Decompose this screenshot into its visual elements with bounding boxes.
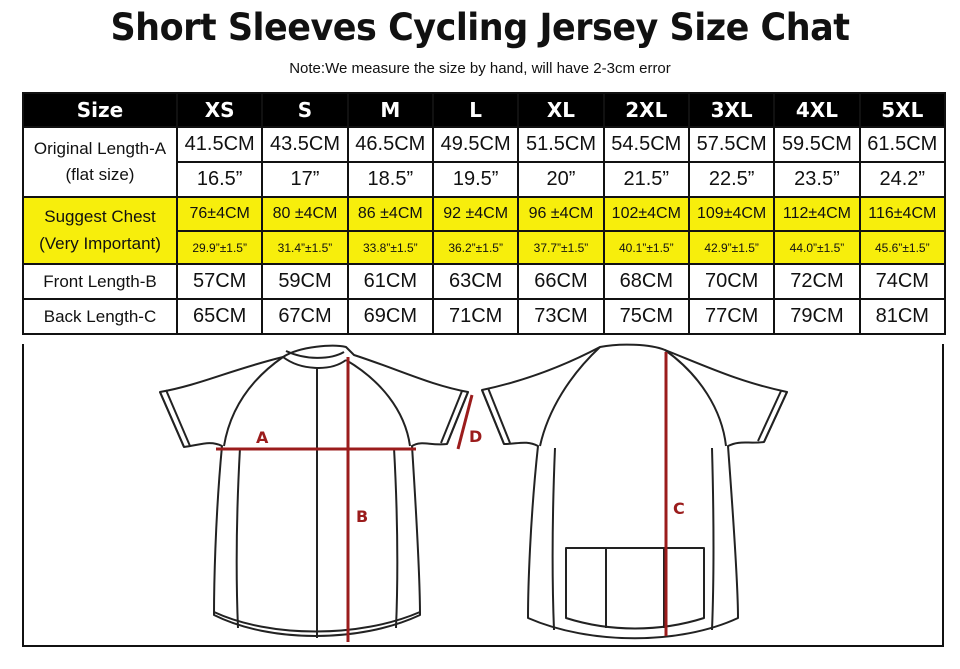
cell-original-length-inch: 16.5”	[175, 161, 264, 198]
cell-front-length: 74CM	[858, 263, 946, 300]
back-jersey-outline	[481, 343, 788, 640]
cell-original-length-inch: 18.5”	[346, 161, 434, 198]
cell-back-length: 75CM	[602, 298, 690, 335]
header-size-s: S	[261, 92, 349, 128]
row-label-front-length: Front Length-B	[22, 263, 178, 300]
table-row: Front Length-B 57CM 59CM 61CM 63CM 66CM 68CM 7…	[22, 263, 946, 300]
cell-chest-inch: 40.1”±1.5”	[602, 230, 690, 265]
cell-chest-inch: 31.4”±1.5”	[261, 230, 349, 265]
row-label-line: (flat size)	[65, 165, 135, 184]
cell-original-length-cm: 41.5CM	[175, 126, 264, 163]
cell-chest-inch: 37.7”±1.5”	[517, 230, 605, 265]
row-label-original-length: Original Length-A (flat size)	[22, 126, 178, 198]
cell-front-length: 59CM	[261, 263, 349, 300]
header-size-xl: XL	[517, 92, 605, 128]
cell-back-length: 69CM	[346, 298, 434, 335]
jersey-diagram-panel	[22, 344, 944, 647]
cell-original-length-cm: 51.5CM	[517, 126, 605, 163]
header-size-label: Size	[22, 92, 178, 128]
cell-back-length: 71CM	[431, 298, 520, 335]
cell-original-length-inch: 23.5”	[773, 161, 861, 198]
cell-original-length-inch: 19.5”	[431, 161, 520, 198]
cell-chest-cm: 116±4CM	[858, 196, 946, 232]
cell-chest-inch: 45.6”±1.5”	[858, 230, 946, 265]
cell-chest-cm: 102±4CM	[602, 196, 690, 232]
cell-original-length-cm: 49.5CM	[431, 126, 520, 163]
front-jersey-outline	[159, 344, 469, 638]
cell-chest-inch: 36.2”±1.5”	[431, 230, 520, 265]
header-size-xs: XS	[175, 92, 264, 128]
cell-back-length: 65CM	[175, 298, 264, 335]
row-label-suggest-chest: Suggest Chest (Very Important)	[22, 196, 178, 265]
cell-chest-cm: 80 ±4CM	[261, 196, 349, 232]
cell-back-length: 67CM	[261, 298, 349, 335]
cell-front-length: 63CM	[431, 263, 520, 300]
cell-original-length-inch: 24.2”	[858, 161, 946, 198]
row-label-line: Suggest Chest	[44, 207, 156, 227]
table-row: 16.5” 17” 18.5” 19.5” 20” 21.5” 22.5” 23.5” 24.2…	[23, 161, 946, 198]
cell-front-length: 68CM	[602, 263, 690, 300]
cell-front-length: 72CM	[773, 263, 861, 300]
cell-chest-cm: 92 ±4CM	[431, 196, 520, 232]
cell-original-length-cm: 61.5CM	[858, 126, 946, 163]
header-size-4xl: 4XL	[773, 92, 861, 128]
header-size-l: L	[431, 92, 520, 128]
measure-line-d	[456, 394, 474, 450]
cell-front-length: 57CM	[175, 263, 264, 300]
table-row: Suggest Chest (Very Important) 76±4CM 80 …	[22, 196, 946, 265]
cell-original-length-inch: 22.5”	[687, 161, 776, 198]
row-label-back-length: Back Length-C	[22, 298, 178, 335]
measurement-labels: A B D C	[256, 427, 685, 526]
header-size-m: M	[346, 92, 434, 128]
cell-back-length: 77CM	[687, 298, 776, 335]
cell-back-length: 81CM	[858, 298, 946, 335]
cell-back-length: 79CM	[773, 298, 861, 335]
cell-original-length-inch: 17”	[261, 161, 349, 198]
cell-original-length-cm: 57.5CM	[687, 126, 776, 163]
measurement-lines	[216, 352, 668, 642]
cell-original-length-cm: 43.5CM	[261, 126, 349, 163]
table-header-row: Size XS S M L XL 2XL 3XL 4XL 5XL	[22, 92, 946, 128]
cell-original-length-cm: 54.5CM	[602, 126, 690, 163]
page-title: Short Sleeves Cycling Jersey Size Chat	[110, 6, 850, 50]
header-size-3xl: 3XL	[687, 92, 776, 128]
cell-original-length-cm: 46.5CM	[346, 126, 434, 163]
cell-back-length: 73CM	[517, 298, 605, 335]
cell-chest-cm: 76±4CM	[175, 196, 264, 232]
cell-original-length-inch: 20”	[517, 161, 605, 198]
cell-original-length-cm: 59.5CM	[773, 126, 861, 163]
row-label-line: Original Length-A	[33, 138, 167, 158]
label-d: D	[469, 427, 482, 446]
cell-chest-inch: 29.9”±1.5”	[175, 230, 264, 265]
cell-chest-cm: 96 ±4CM	[517, 196, 605, 232]
cell-front-length: 66CM	[517, 263, 605, 300]
cell-chest-cm: 109±4CM	[687, 196, 776, 232]
header-size-5xl: 5XL	[858, 92, 946, 128]
row-label-line: (Very Important)	[39, 233, 161, 253]
header-size-2xl: 2XL	[602, 92, 690, 128]
size-table: Size XS S M L XL 2XL 3XL 4XL 5XL Original Length-…	[22, 92, 946, 335]
table-row: Original Length-A (flat size) 41.5CM 43.5…	[22, 126, 946, 198]
cell-chest-inch: 42.9”±1.5”	[687, 230, 776, 265]
table-row: Back Length-C 65CM 67CM 69CM 71CM 73CM 75CM 77…	[22, 298, 946, 335]
cell-front-length: 61CM	[346, 263, 434, 300]
cell-chest-cm: 86 ±4CM	[346, 196, 434, 232]
label-a: A	[256, 428, 269, 447]
cell-front-length: 70CM	[687, 263, 776, 300]
table-row: 29.9”±1.5” 31.4”±1.5” 33.8”±1.5” 36.2”±1.5”…	[23, 230, 946, 265]
measurement-note: Note:We measure the size by hand, will h…	[289, 60, 671, 77]
label-c: C	[673, 499, 685, 518]
label-b: B	[356, 507, 368, 526]
cell-original-length-inch: 21.5”	[602, 161, 690, 198]
cell-chest-inch: 44.0”±1.5”	[773, 230, 861, 265]
cell-chest-cm: 112±4CM	[773, 196, 861, 232]
cell-chest-inch: 33.8”±1.5”	[346, 230, 434, 265]
